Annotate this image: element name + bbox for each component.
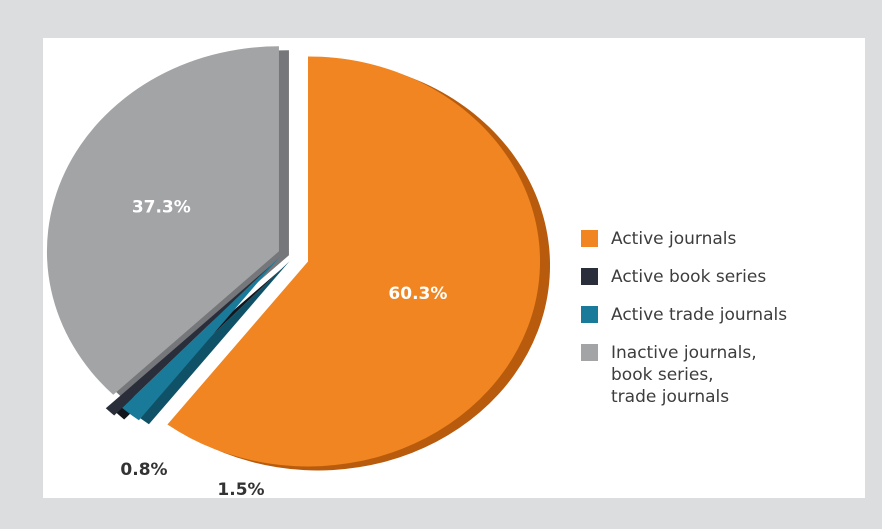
pie-slice-active-book-series xyxy=(105,264,272,416)
legend-swatch xyxy=(581,268,598,285)
legend-swatch xyxy=(581,344,598,361)
legend-item: Active book series xyxy=(581,266,851,288)
pie-slice-active-journals xyxy=(167,56,541,467)
slice-value-label: 37.3% xyxy=(132,198,191,218)
legend-swatch xyxy=(581,306,598,323)
slice-value-label: 60.3% xyxy=(388,284,447,304)
legend-item: Inactive journals, book series, trade jo… xyxy=(581,342,851,408)
pie-slice-active-trade-journals xyxy=(122,257,280,421)
pie-chart: 60.3% 1.5% 0.8% 37.3% xyxy=(46,46,551,498)
legend-label: Active trade journals xyxy=(611,305,788,325)
chart-frame: 60.3% 1.5% 0.8% 37.3% Active journals Active… xyxy=(43,38,865,498)
legend-label: Active book series xyxy=(611,267,767,287)
legend-item: Active trade journals xyxy=(581,304,851,326)
legend-item: Active journals xyxy=(581,228,851,250)
legend: Active journals Active book series Active … xyxy=(581,228,851,424)
slice-value-label: 1.5% xyxy=(217,480,264,498)
slice-value-label: 0.8% xyxy=(120,460,167,480)
legend-label: Inactive journals, book series, trade jo… xyxy=(611,343,757,407)
legend-swatch xyxy=(581,230,598,247)
legend-label: Active journals xyxy=(611,229,737,249)
pie-slice-side xyxy=(132,261,290,425)
pie-slice-inactive-journals xyxy=(46,46,279,395)
